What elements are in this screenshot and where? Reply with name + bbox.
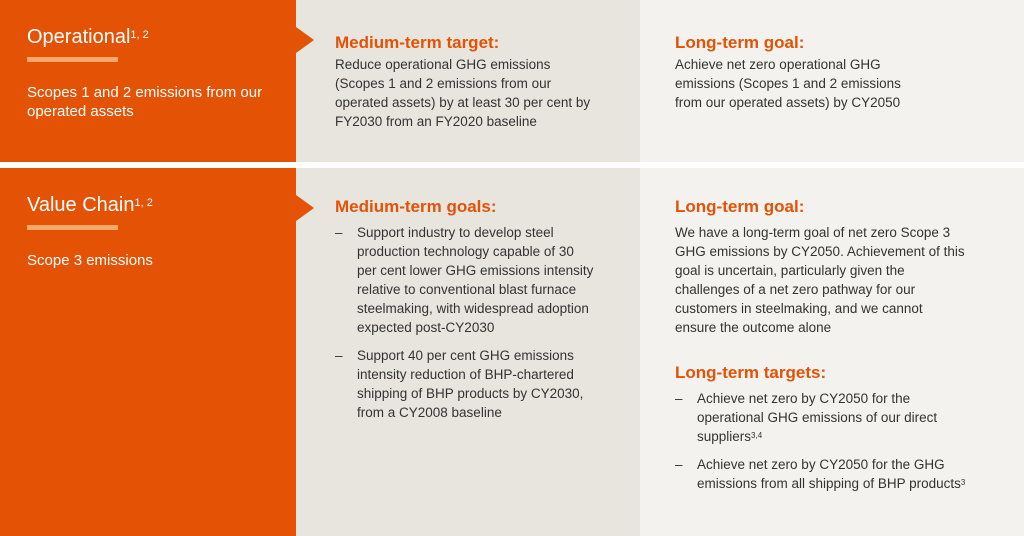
operational-long-text: Achieve net zero operational GHG emissio… (675, 57, 901, 110)
value-chain-long-heading: Long-term goal: (675, 197, 805, 216)
value-chain-long-panel: Long-term goal: We have a long-term goal… (640, 168, 1024, 536)
operational-long-panel: Long-term goal: Achieve net zero operati… (640, 0, 1024, 162)
operational-subtitle: Scopes 1 and 2 emissions from our operat… (27, 84, 263, 120)
value-chain-category-panel: Value Chain1, 2 Scope 3 emissions (0, 168, 296, 536)
value-chain-title-footnote: 1, 2 (134, 197, 153, 209)
value-chain-title-text: Value Chain (27, 194, 135, 216)
value-chain-medium-panel: Medium-term goals: Support industry to d… (296, 168, 640, 536)
target-footnote: 3,4 (751, 431, 763, 440)
target-text: Achieve net zero by CY2050 for the opera… (697, 391, 938, 444)
value-chain-subtitle: Scope 3 emissions (27, 252, 153, 269)
value-chain-row: Value Chain1, 2 Scope 3 emissions Medium… (0, 168, 1024, 536)
value-chain-medium-list: Support industry to develop steel produc… (335, 223, 597, 431)
target-footnote: 3 (960, 478, 966, 487)
operational-medium-panel: Medium-term target: Reduce operational G… (296, 0, 640, 162)
row-divider (0, 162, 1024, 168)
list-item: Achieve net zero by CY2050 for the opera… (675, 389, 975, 446)
value-chain-targets-list: Achieve net zero by CY2050 for the opera… (675, 389, 975, 502)
operational-title-text: Operational (27, 26, 131, 48)
operational-title-footnote: 1, 2 (130, 29, 149, 41)
value-chain-title: Value Chain1, 2 (27, 192, 153, 218)
operational-long-heading: Long-term goal: (675, 33, 805, 52)
target-text: Achieve net zero by CY2050 for the GHG e… (697, 457, 961, 491)
operational-medium-heading: Medium-term target: (335, 33, 500, 52)
operational-medium-text: Reduce operational GHG emissions (Scopes… (335, 57, 591, 129)
list-item: Achieve net zero by CY2050 for the GHG e… (675, 455, 975, 493)
operational-accent-bar (27, 57, 118, 62)
operational-category-panel: Operational1, 2 Scopes 1 and 2 emissions… (0, 0, 296, 162)
value-chain-medium-heading: Medium-term goals: (335, 197, 497, 216)
value-chain-accent-bar (27, 225, 118, 230)
list-item: Support 40 per cent GHG emissions intens… (335, 346, 597, 422)
value-chain-targets-heading: Long-term targets: (675, 363, 827, 382)
operational-arrow-pointer (296, 27, 314, 53)
value-chain-arrow-pointer (296, 195, 314, 221)
list-item: Support industry to develop steel produc… (335, 223, 597, 337)
operational-title: Operational1, 2 (27, 24, 149, 50)
operational-row: Operational1, 2 Scopes 1 and 2 emissions… (0, 0, 1024, 162)
value-chain-long-text: We have a long-term goal of net zero Sco… (675, 225, 965, 335)
